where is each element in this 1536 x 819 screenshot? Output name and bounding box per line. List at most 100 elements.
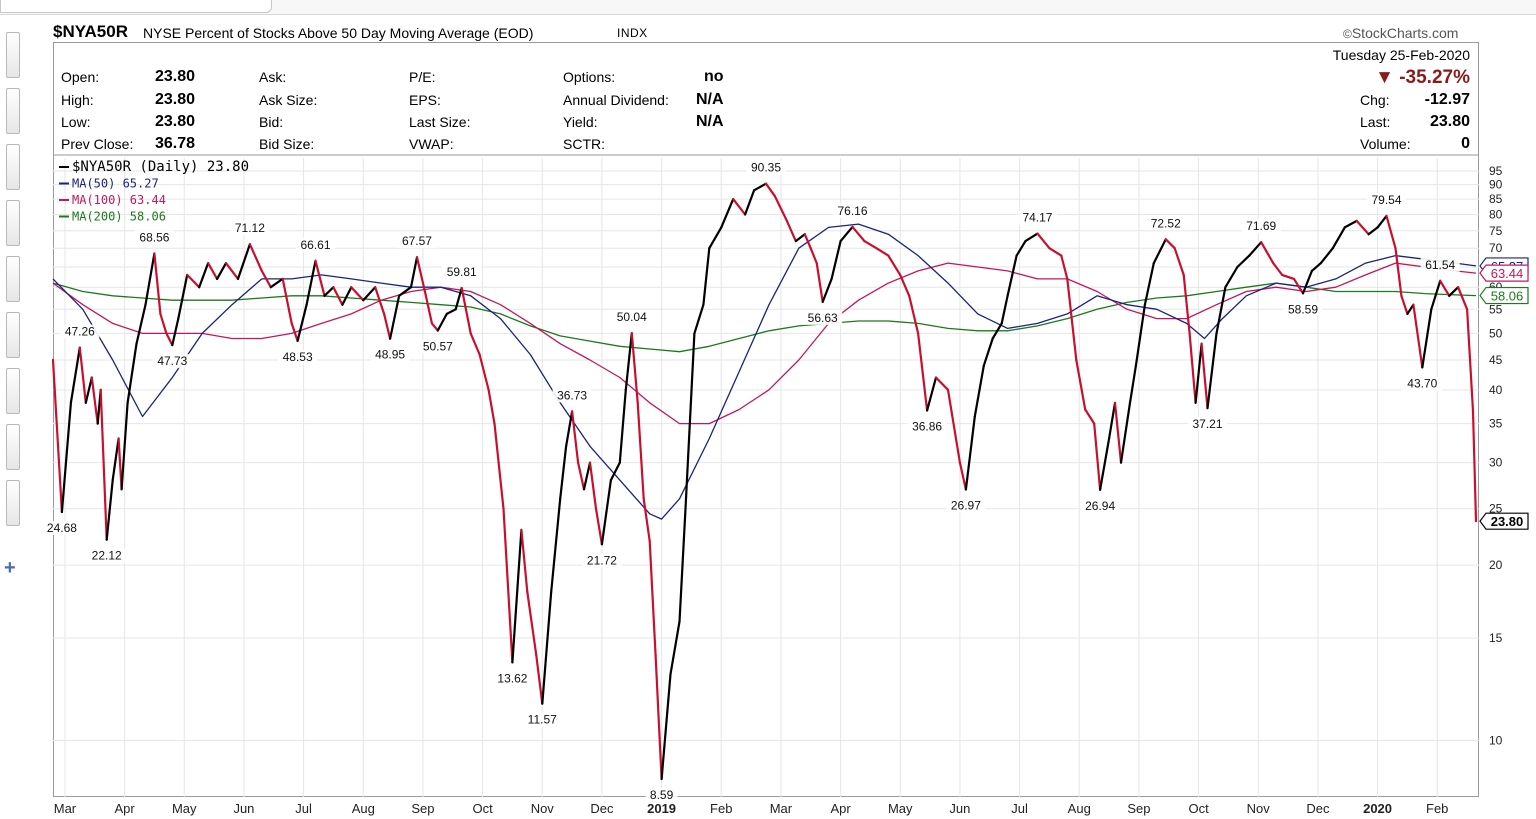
y-tick-label: 75 — [1489, 224, 1503, 238]
tool-button-6[interactable] — [6, 312, 20, 358]
price-segment — [1066, 277, 1078, 362]
price-segment — [720, 198, 735, 229]
x-tick-label: Jul — [295, 801, 312, 816]
price-segment — [794, 233, 806, 243]
annotation-label: 37.21 — [1193, 417, 1223, 431]
price-segment — [350, 286, 365, 302]
price-segment — [1143, 262, 1155, 306]
price-segment — [296, 303, 308, 342]
annotation-label: 79.54 — [1372, 193, 1402, 207]
prev-close-label: Prev Close: — [61, 136, 134, 152]
x-tick-label: May — [172, 801, 197, 816]
tool-button-5[interactable] — [6, 256, 20, 302]
price-segment — [752, 182, 768, 192]
annotation-box — [612, 310, 652, 325]
x-tick-label: Aug — [352, 801, 375, 816]
tool-button-8[interactable] — [6, 424, 20, 470]
annotation-label: 56.63 — [808, 311, 838, 325]
price-segment — [702, 247, 711, 306]
price-segment — [398, 286, 413, 297]
y-tick-label: 50 — [1489, 326, 1503, 340]
x-tick-label: Mar — [54, 801, 77, 816]
y-tick-label: 30 — [1489, 456, 1503, 470]
quote-date: Tuesday 25-Feb-2020 — [1332, 47, 1470, 63]
price-segment — [570, 410, 580, 464]
price-segment — [875, 247, 890, 257]
chart-toolbar: › + — [0, 14, 24, 819]
tab-stub[interactable] — [0, 0, 272, 13]
price-segment — [90, 376, 99, 425]
legend-entry: $NYA50R (Daily) 23.80 — [72, 159, 249, 175]
tool-button-4[interactable] — [6, 200, 20, 246]
y-tick-label: 90 — [1489, 178, 1503, 192]
last-size-label: Last Size: — [409, 114, 471, 130]
y-tick-label: 25 — [1489, 502, 1503, 516]
price-segment — [520, 528, 529, 593]
price-segment — [1206, 332, 1218, 410]
annotation-box — [645, 787, 678, 802]
price-badge-label: 58.06 — [1491, 289, 1524, 304]
chg-value: -12.97 — [1424, 91, 1470, 108]
tool-button-7[interactable] — [6, 368, 20, 414]
price-segment — [165, 332, 174, 347]
price-segment — [1248, 241, 1263, 257]
add-plus-icon[interactable]: + — [4, 557, 16, 579]
bid-label: Bid: — [259, 114, 284, 130]
x-tick-label: Feb — [1426, 801, 1448, 816]
price-segment — [430, 322, 439, 332]
annotation-label: 90.35 — [751, 161, 781, 175]
price-segment — [290, 322, 299, 342]
price-segment — [224, 262, 240, 280]
price-segment — [564, 410, 574, 448]
price-segment — [1412, 303, 1424, 369]
price-segment — [1093, 422, 1102, 491]
y-tick-label: 20 — [1489, 558, 1503, 572]
annotation-box — [1420, 257, 1460, 272]
annotation-box — [1402, 376, 1442, 391]
x-tick-label: Nov — [531, 801, 555, 816]
price-segment — [1376, 214, 1388, 229]
sctr-label: SCTR: — [563, 136, 605, 152]
annotation-label: 74.17 — [1022, 211, 1052, 225]
price-segment — [341, 286, 353, 306]
low-value: 23.80 — [155, 113, 196, 130]
annotation-box — [552, 388, 592, 403]
annotation-box — [442, 265, 482, 280]
price-segment — [1060, 254, 1069, 280]
y-tick-label: 35 — [1489, 417, 1503, 431]
price-segment — [389, 294, 401, 340]
annotation-label: 67.57 — [402, 234, 432, 248]
price-segment — [1385, 214, 1397, 250]
price-segment — [1134, 303, 1147, 367]
tool-button-2[interactable] — [6, 88, 20, 134]
tool-button-3[interactable] — [6, 144, 20, 190]
price-segment — [908, 294, 920, 335]
price-segment — [409, 256, 419, 289]
prev-close-value: 36.78 — [155, 135, 196, 152]
y-tick-label: 10 — [1489, 734, 1503, 748]
x-tick-label: Oct — [472, 801, 493, 816]
annotation-box — [397, 234, 437, 249]
price-segment — [743, 189, 756, 216]
annotation-box — [582, 553, 622, 568]
annual-dividend-value: N/A — [696, 91, 724, 108]
tool-button-9[interactable] — [6, 480, 20, 526]
annotation-label: 13.62 — [497, 671, 527, 685]
annotation-box — [87, 548, 127, 563]
price-segment — [424, 294, 433, 325]
tool-button-1[interactable] — [6, 32, 20, 78]
annotation-box — [60, 324, 100, 339]
price-segment — [1164, 238, 1176, 250]
price-segment — [1107, 401, 1117, 440]
price-segment — [630, 332, 639, 404]
price-segment — [541, 590, 553, 705]
price-segment — [964, 415, 976, 491]
price-badge-box — [1479, 264, 1529, 282]
price-badge-box — [1479, 512, 1529, 530]
annotation-label: 26.97 — [951, 499, 981, 513]
price-segment — [1182, 273, 1191, 335]
price-segment — [1448, 286, 1460, 297]
brand-name: StockCharts.com — [1351, 25, 1459, 41]
annotation-label: 8.59 — [650, 788, 674, 802]
